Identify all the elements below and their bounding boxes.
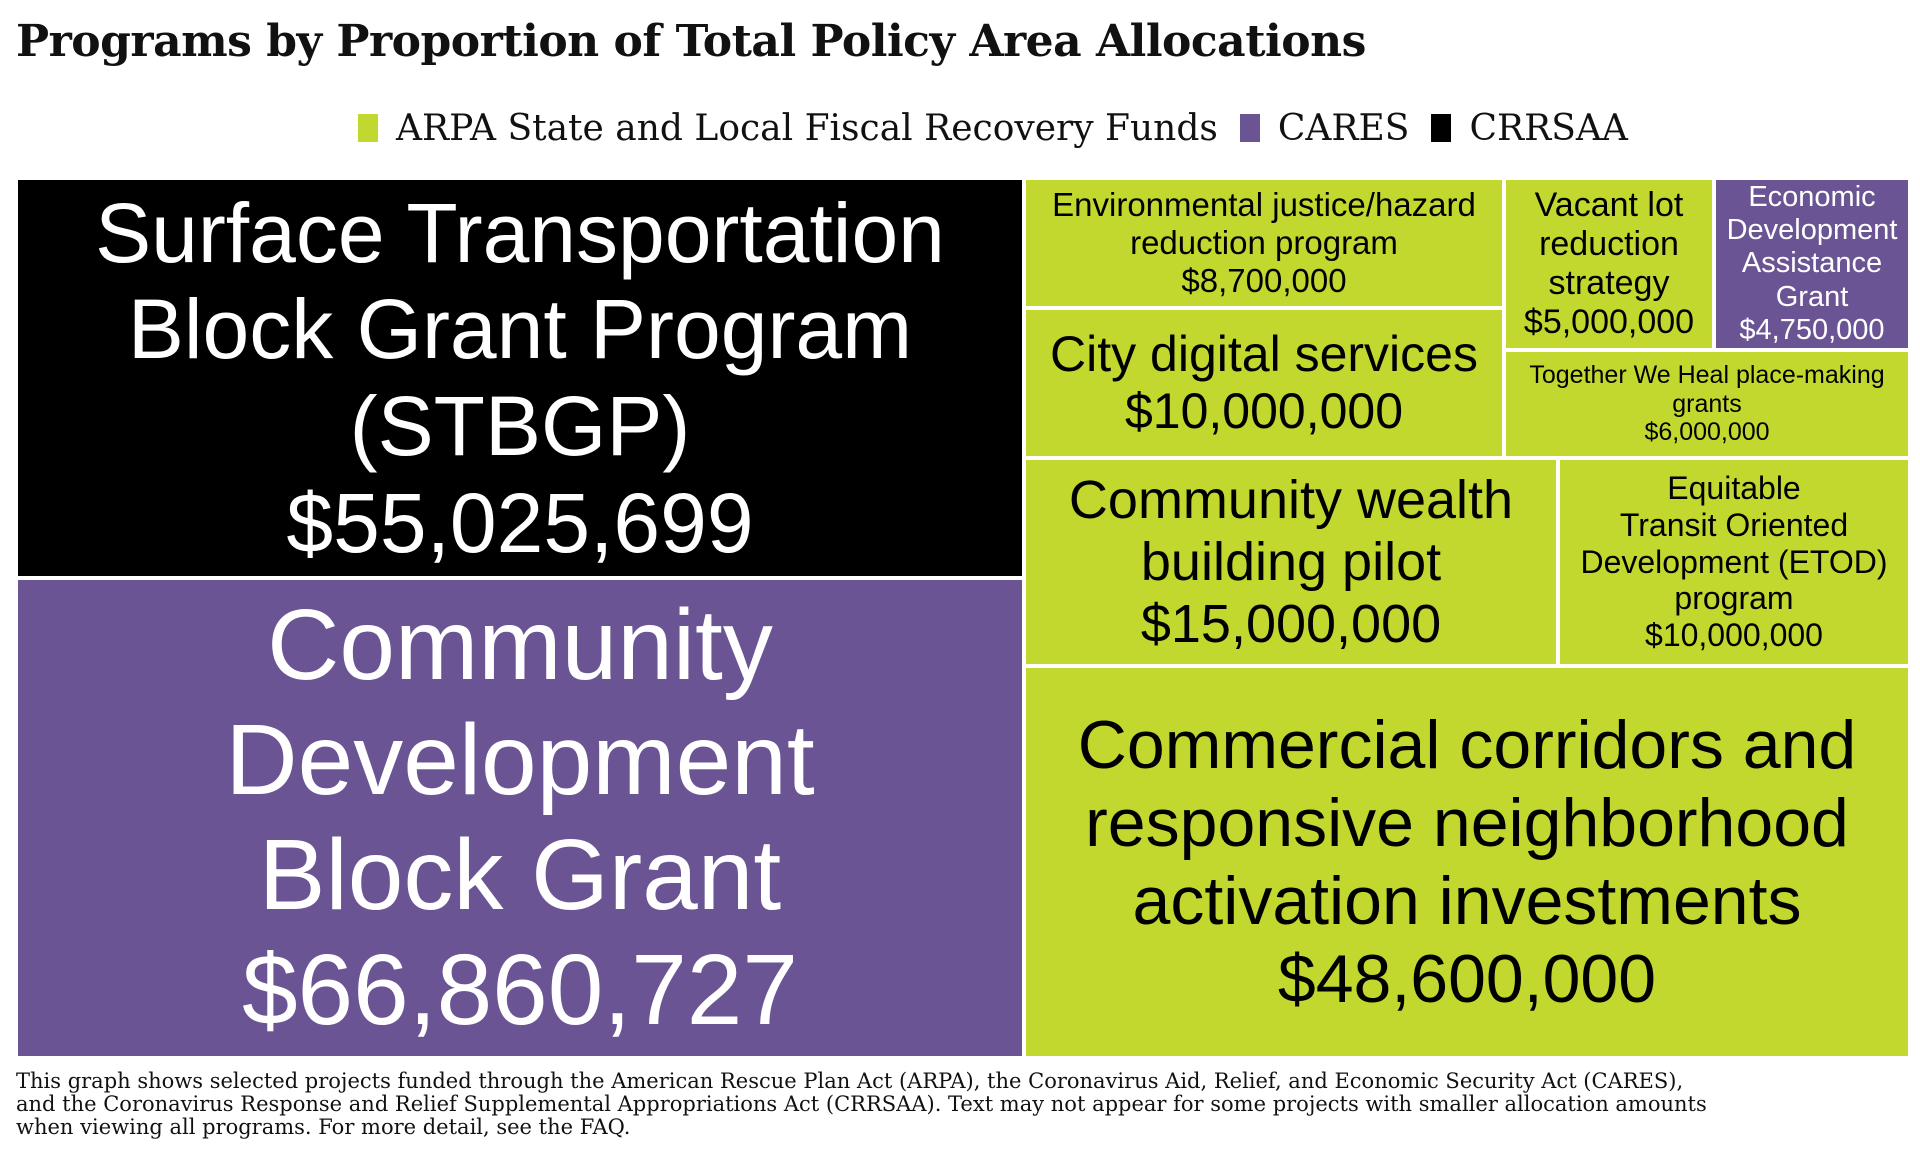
legend-swatch-crrsaa xyxy=(1431,114,1452,142)
chart-title: Programs by Proportion of Total Policy A… xyxy=(16,16,1366,67)
treemap-tile-label: Together We Heal place-making grants xyxy=(1529,360,1885,418)
treemap-tile-value: $48,600,000 xyxy=(1277,941,1657,1018)
treemap-tile-value: $15,000,000 xyxy=(1140,594,1442,655)
treemap-tile-label: Environmental justice/hazard reduction p… xyxy=(1052,186,1476,262)
treemap-tile-value: $10,000,000 xyxy=(1645,617,1823,654)
treemap-tile-value: $66,860,727 xyxy=(241,934,799,1046)
treemap-tile-label: Community Development Block Grant xyxy=(225,589,815,931)
footnote-line: when viewing all programs. For more deta… xyxy=(16,1115,631,1139)
legend-label-arpa: ARPA State and Local Fiscal Recovery Fun… xyxy=(396,107,1218,149)
treemap-tile-label: Surface Transportation Block Grant Progr… xyxy=(95,185,945,473)
treemap-tile-value: $8,700,000 xyxy=(1181,261,1347,299)
legend-item-crrsaa[interactable]: CRRSAA xyxy=(1431,107,1628,149)
treemap-tile-environmental-justice-hazard-reduction-p[interactable]: Environmental justice/hazard reduction p… xyxy=(1024,178,1504,308)
treemap-tile-value: $10,000,000 xyxy=(1124,383,1404,439)
treemap-tile-label: Economic Development Assistance Grant xyxy=(1726,180,1898,313)
legend-label-cares: CARES xyxy=(1277,107,1410,149)
treemap-tile-label: Community wealth building pilot xyxy=(1068,469,1514,592)
treemap: Surface Transportation Block Grant Progr… xyxy=(16,178,1910,1058)
treemap-tile-city-digital-services[interactable]: City digital services $10,000,000 xyxy=(1024,308,1504,458)
treemap-tile-label: City digital services xyxy=(1050,325,1478,382)
treemap-tile-economic-development-assistance-grant[interactable]: Economic Development Assistance Grant $4,… xyxy=(1714,178,1910,350)
treemap-tile-value: $4,750,000 xyxy=(1739,314,1885,347)
legend-swatch-arpa xyxy=(358,114,378,142)
treemap-tile-value: $6,000,000 xyxy=(1644,418,1770,447)
treemap-tile-surface-transportation-block-grant-progr[interactable]: Surface Transportation Block Grant Progr… xyxy=(16,178,1024,578)
treemap-tile-community-wealth-building-pilot[interactable]: Community wealth building pilot $15,000,0… xyxy=(1024,458,1558,666)
footnote-line: This graph shows selected projects funde… xyxy=(16,1069,1684,1093)
treemap-tile-label: Commercial corridors and responsive neig… xyxy=(1077,706,1857,939)
treemap-tile-value: $55,025,699 xyxy=(286,475,754,570)
legend-item-cares[interactable]: CARES xyxy=(1239,107,1410,149)
treemap-tile-together-we-heal-place-making-grants[interactable]: Together We Heal place-making grants $6,0… xyxy=(1504,350,1910,458)
footnote: This graph shows selected projects funde… xyxy=(16,1070,1896,1139)
treemap-tile-value: $5,000,000 xyxy=(1523,303,1695,342)
treemap-tile-label: Vacant lot reduction strategy xyxy=(1534,185,1684,302)
treemap-tile-vacant-lot-reduction-strategy[interactable]: Vacant lot reduction strategy $5,000,000 xyxy=(1504,178,1714,350)
footnote-line: and the Coronavirus Response and Relief … xyxy=(16,1092,1707,1116)
treemap-tile-commercial-corridors-and-responsive-neig[interactable]: Commercial corridors and responsive neig… xyxy=(1024,666,1910,1058)
legend-label-crrsaa: CRRSAA xyxy=(1469,107,1628,149)
treemap-tile-label: Equitable Transit Oriented Development (… xyxy=(1580,470,1888,617)
treemap-tile-equitable-transit-oriented-development-e[interactable]: Equitable Transit Oriented Development (… xyxy=(1558,458,1910,666)
legend: ARPA State and Local Fiscal Recovery Fun… xyxy=(358,104,1650,152)
treemap-tile-community-development-block-grant[interactable]: Community Development Block Grant $66,860… xyxy=(16,578,1024,1058)
legend-item-arpa[interactable]: ARPA State and Local Fiscal Recovery Fun… xyxy=(358,108,1218,149)
legend-swatch-cares xyxy=(1239,114,1260,142)
